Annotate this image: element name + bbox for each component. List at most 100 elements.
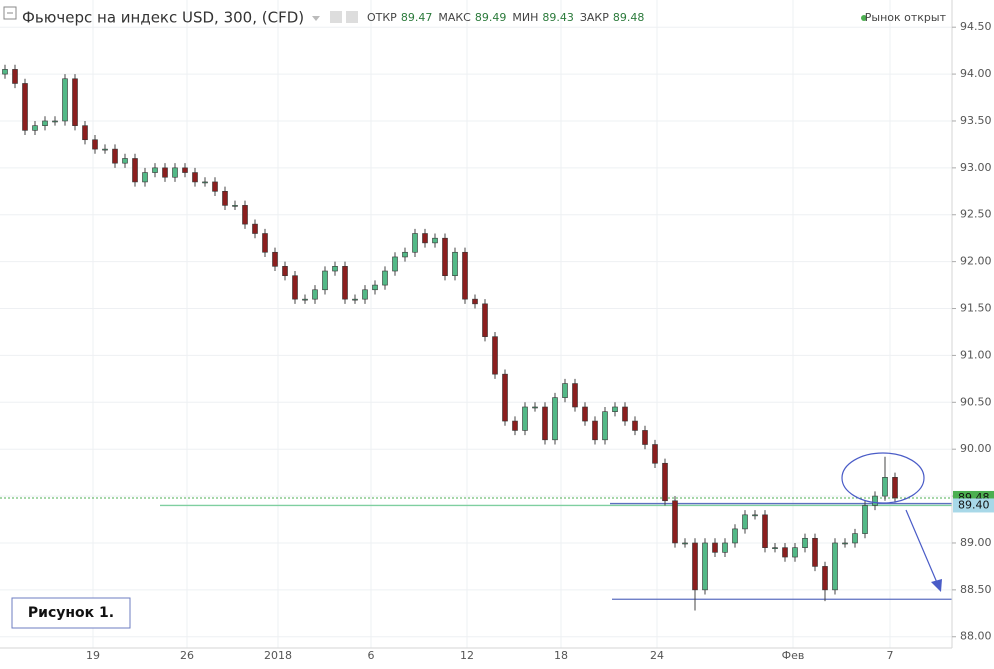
- y-tick-label: 91.50: [960, 302, 992, 315]
- candle-body: [722, 542, 728, 553]
- candle-body: [842, 542, 848, 545]
- candle-body: [12, 69, 18, 84]
- candle-body: [652, 444, 658, 464]
- ohlc-label: ОТКР: [367, 11, 397, 24]
- candle-body: [852, 533, 858, 544]
- y-tick-label: 90.50: [960, 395, 992, 408]
- chart-title: Фьючерс на индекс USD, 300, (CFD): [22, 9, 304, 27]
- candle-body: [42, 120, 48, 126]
- candle-body: [302, 298, 308, 301]
- candle-body: [612, 406, 618, 412]
- candle-body: [72, 78, 78, 126]
- candle-body: [122, 158, 128, 164]
- candle-body: [532, 406, 538, 409]
- candle-body: [342, 266, 348, 300]
- y-tick-label: 92.00: [960, 255, 992, 268]
- annotation: Рисунок 1.: [28, 605, 114, 621]
- candle-body: [282, 266, 288, 277]
- candle-body: [372, 284, 378, 291]
- candle-body: [112, 148, 118, 164]
- candle-body: [562, 383, 568, 398]
- candle-body: [752, 514, 758, 517]
- candle-body: [262, 233, 268, 253]
- candle-body: [392, 256, 398, 272]
- candle-body: [22, 83, 28, 131]
- ohlc-label: МИН: [512, 11, 538, 24]
- y-tick-label: 93.00: [960, 161, 992, 174]
- candle-body: [582, 406, 588, 422]
- candle-body: [472, 298, 478, 305]
- candle-body: [312, 289, 318, 300]
- x-tick-label: 19: [86, 649, 100, 662]
- x-tick-label: 12: [460, 649, 474, 662]
- candle-body: [422, 233, 428, 244]
- candle-body: [202, 181, 208, 184]
- y-tick-label: 93.50: [960, 114, 992, 127]
- candle-body: [812, 537, 818, 567]
- candle-body: [602, 411, 608, 441]
- candle-body: [432, 237, 438, 244]
- candle-body: [892, 477, 898, 499]
- ohlc-label: ЗАКР: [580, 11, 609, 24]
- candle-body: [782, 547, 788, 558]
- candle-body: [92, 139, 98, 150]
- candle-body: [482, 303, 488, 337]
- candle-body: [212, 181, 218, 192]
- dropdown[interactable]: [312, 16, 320, 21]
- candle-body: [862, 505, 868, 534]
- candle-body: [832, 542, 838, 591]
- candle-body: [672, 500, 678, 544]
- arrow: [905, 509, 939, 586]
- candle-body: [402, 251, 408, 258]
- candle-body: [822, 566, 828, 591]
- price-label: 89.40: [958, 498, 990, 511]
- candle-body: [542, 406, 548, 441]
- candle-body: [522, 406, 528, 431]
- y-tick-label: 91.00: [960, 348, 992, 361]
- y-tick-label: 90.00: [960, 442, 992, 455]
- candle-body: [762, 514, 768, 548]
- x-tick-label: Фев: [782, 649, 805, 662]
- candle-body: [232, 205, 238, 207]
- candle-body: [662, 462, 668, 502]
- candle-body: [362, 289, 368, 300]
- candle-body: [222, 191, 228, 206]
- candle-body: [772, 547, 778, 549]
- candle-body: [52, 120, 58, 123]
- candle-body: [132, 158, 138, 183]
- candle-body: [872, 495, 878, 506]
- candle-body: [462, 251, 468, 300]
- candle-body: [152, 167, 158, 173]
- candle-body: [442, 237, 448, 277]
- x-tick-label: 24: [650, 649, 664, 662]
- candle-body: [172, 167, 178, 178]
- candle-body: [632, 420, 638, 431]
- status-dot: [861, 15, 867, 21]
- candle-body: [142, 172, 148, 183]
- candle-body: [802, 537, 808, 548]
- x-tick-label: 2018: [264, 649, 292, 662]
- ohlc-value: 89.49: [475, 11, 507, 24]
- candle-body: [2, 69, 8, 75]
- candle-body: [242, 205, 248, 225]
- candle-body: [592, 420, 598, 441]
- candle-body: [352, 298, 358, 301]
- candle-body: [32, 125, 38, 131]
- price-label-box: [953, 498, 994, 513]
- icon[interactable]: [346, 11, 358, 23]
- candle-body: [572, 383, 578, 408]
- icon[interactable]: [330, 11, 342, 23]
- y-tick-label: 94.50: [960, 20, 992, 33]
- candle-body: [712, 542, 718, 553]
- candle-body: [492, 336, 498, 375]
- collapse-icon[interactable]: [3, 6, 17, 20]
- candle-body: [332, 266, 338, 272]
- y-tick-label: 88.50: [960, 583, 992, 596]
- candle-body: [502, 373, 508, 422]
- candle-body: [622, 406, 628, 422]
- candle-body: [682, 542, 688, 545]
- candle-body: [62, 78, 68, 122]
- candle-body: [452, 251, 458, 277]
- candle-body: [252, 223, 258, 234]
